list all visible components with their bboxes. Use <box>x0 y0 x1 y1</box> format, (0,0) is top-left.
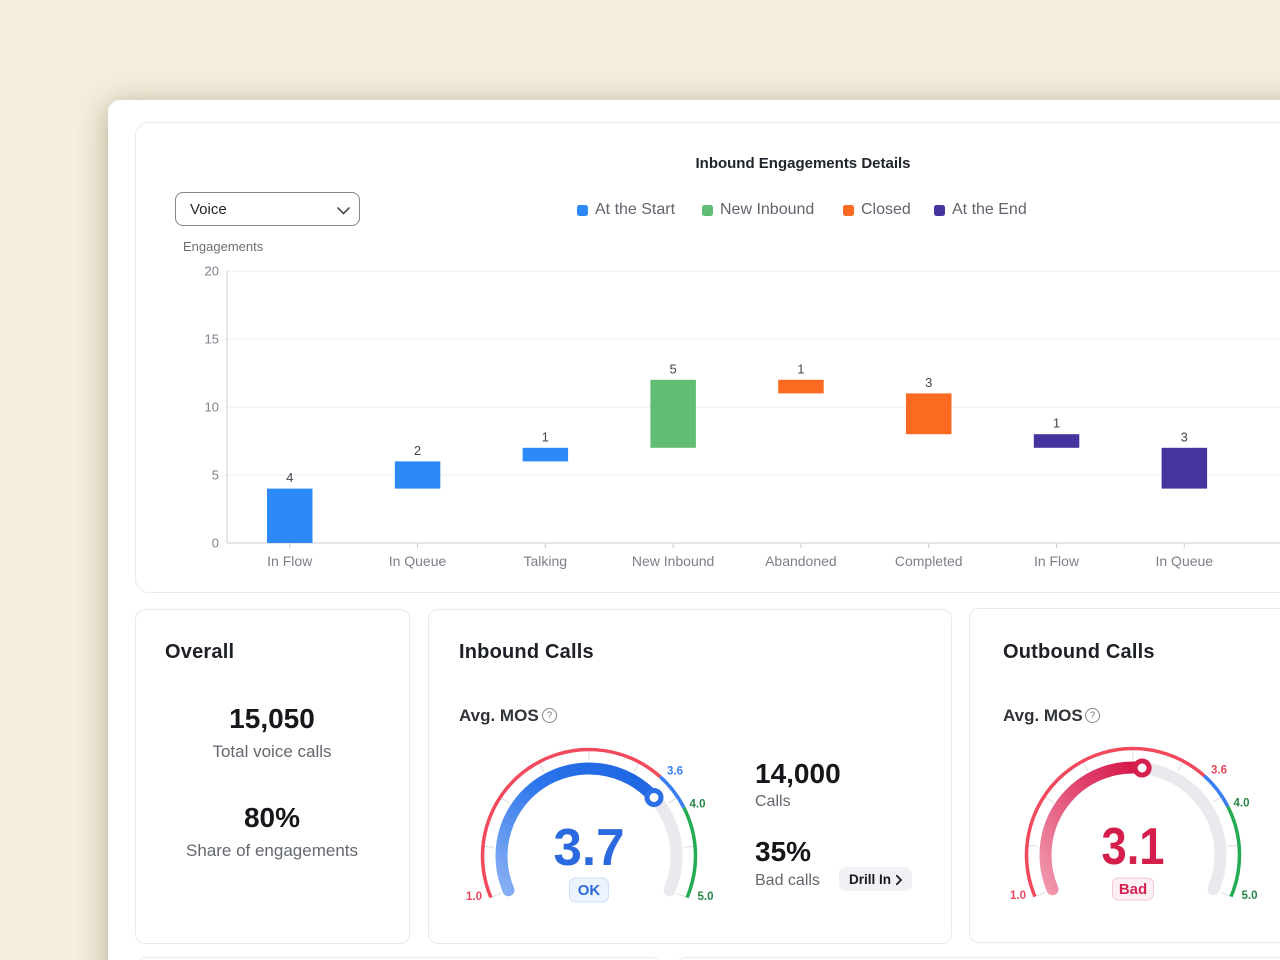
svg-text:3.1: 3.1 <box>1102 818 1165 876</box>
svg-text:5: 5 <box>669 361 676 376</box>
svg-text:3.7: 3.7 <box>554 819 625 877</box>
svg-text:In Flow: In Flow <box>1034 553 1080 569</box>
svg-text:Completed: Completed <box>895 553 963 569</box>
svg-text:5.0: 5.0 <box>698 891 714 903</box>
svg-text:Abandoned: Abandoned <box>765 553 837 569</box>
svg-text:Talking: Talking <box>524 553 568 569</box>
svg-text:5: 5 <box>212 468 219 483</box>
svg-text:Bad: Bad <box>1119 881 1147 898</box>
svg-text:In Queue: In Queue <box>389 553 447 569</box>
svg-text:3: 3 <box>925 375 932 390</box>
svg-text:3: 3 <box>1181 429 1188 444</box>
svg-text:0: 0 <box>212 536 219 551</box>
svg-text:1: 1 <box>797 361 804 376</box>
svg-text:1.0: 1.0 <box>466 891 482 903</box>
svg-text:4.0: 4.0 <box>690 799 706 811</box>
svg-text:1.0: 1.0 <box>1010 890 1026 902</box>
svg-text:In Flow: In Flow <box>267 553 313 569</box>
svg-text:In Queue: In Queue <box>1155 553 1213 569</box>
svg-text:5.0: 5.0 <box>1242 890 1258 902</box>
svg-text:3.6: 3.6 <box>667 766 683 778</box>
svg-text:1: 1 <box>542 429 549 444</box>
svg-text:New Inbound: New Inbound <box>632 553 715 569</box>
svg-text:15: 15 <box>205 332 219 347</box>
svg-text:10: 10 <box>205 400 219 415</box>
svg-text:1: 1 <box>1053 416 1060 431</box>
svg-text:4.0: 4.0 <box>1234 798 1250 810</box>
svg-text:20: 20 <box>205 264 219 279</box>
svg-text:3.6: 3.6 <box>1211 765 1227 777</box>
svg-text:4: 4 <box>286 470 293 485</box>
svg-text:2: 2 <box>414 443 421 458</box>
svg-text:OK: OK <box>578 882 601 899</box>
